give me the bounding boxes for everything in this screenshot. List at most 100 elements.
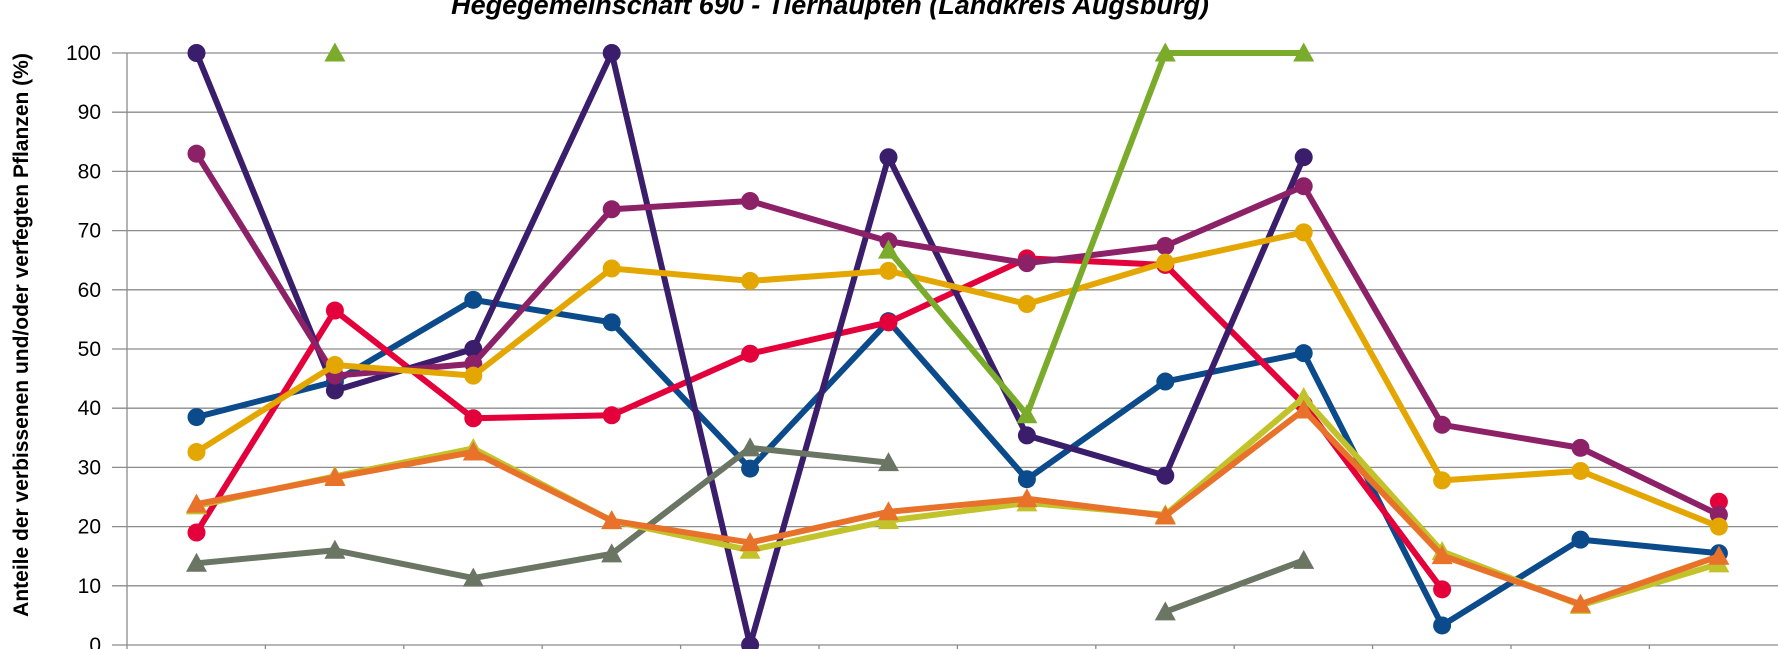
data-point: [187, 523, 206, 542]
data-point: [879, 148, 898, 167]
data-point: [1294, 148, 1313, 167]
series-line: [193, 150, 1722, 518]
data-point: [1154, 42, 1176, 62]
data-point: [324, 539, 346, 559]
data-point: [325, 355, 344, 374]
data-point: [1293, 387, 1315, 407]
y-tick-label: 40: [78, 397, 101, 420]
data-point: [1433, 415, 1452, 434]
data-point: [1017, 254, 1036, 273]
data-point: [1016, 488, 1038, 508]
y-tick-label: 50: [78, 338, 101, 361]
data-point: [186, 493, 207, 513]
data-point: [325, 301, 344, 320]
data-point: [1570, 593, 1591, 613]
data-point: [602, 44, 621, 62]
data-point: [1709, 517, 1728, 536]
data-point: [1156, 253, 1175, 272]
y-axis-label: Anteile der verbissenen und/oder verfegt…: [10, 53, 33, 617]
data-point: [187, 144, 206, 163]
data-point: [741, 459, 760, 478]
chart-title: Hegegemeinschaft 690 - Tierhaupten (Land…: [451, 0, 1209, 20]
series-5: [187, 223, 1728, 536]
data-point: [1156, 466, 1175, 485]
y-tick-label: 0: [89, 634, 101, 649]
series-4: [187, 144, 1728, 524]
data-point: [1293, 549, 1315, 569]
data-point: [325, 381, 344, 400]
data-point: [601, 510, 623, 530]
series-line: [885, 50, 1307, 418]
data-point: [1154, 601, 1176, 621]
data-point: [1433, 471, 1452, 490]
series-line: [193, 229, 1722, 530]
data-point: [1709, 492, 1728, 511]
data-point: [878, 239, 899, 259]
y-tick-label: 10: [78, 575, 101, 598]
data-point: [1294, 177, 1313, 196]
series-line: [193, 444, 892, 582]
y-tick-label: 20: [78, 516, 101, 539]
data-point: [187, 44, 206, 62]
data-point: [1017, 470, 1036, 489]
data-point: [462, 567, 484, 587]
data-point: [1571, 530, 1590, 549]
data-point: [878, 501, 899, 521]
data-point: [462, 441, 484, 461]
series-layer: [186, 42, 1730, 649]
data-point: [601, 543, 623, 563]
data-point: [741, 344, 760, 363]
series-9: [186, 399, 1730, 613]
gridlines: [112, 52, 1778, 649]
data-point: [464, 366, 483, 385]
data-point: [324, 42, 346, 62]
y-tick-label: 90: [78, 101, 101, 124]
data-point: [1017, 295, 1036, 314]
data-point: [1571, 438, 1590, 457]
y-tick-label: 60: [78, 279, 101, 302]
series-6: [324, 42, 1315, 424]
data-point: [1016, 404, 1038, 424]
data-point: [602, 259, 621, 278]
series-8: [186, 387, 1730, 614]
data-point: [878, 452, 899, 472]
data-point: [324, 466, 346, 486]
data-point: [1433, 580, 1452, 599]
series-line: [193, 296, 1722, 629]
series-1: [187, 290, 1728, 635]
series-line: [193, 406, 1722, 608]
data-point: [602, 313, 621, 332]
series-line: [1162, 557, 1307, 615]
y-tick-labels: 0 10 20 30 40 50 60 70 80 90 100: [66, 42, 101, 649]
series-line: [193, 255, 1446, 593]
data-point: [464, 409, 483, 428]
data-point: [186, 552, 207, 572]
data-point: [879, 261, 898, 280]
data-point: [739, 437, 761, 457]
data-point: [1294, 223, 1313, 242]
data-point: [464, 290, 483, 309]
series-3: [187, 44, 1313, 649]
data-point: [1017, 426, 1036, 445]
data-point: [741, 192, 760, 210]
data-point: [1293, 399, 1315, 419]
data-point: [187, 443, 206, 462]
data-point: [464, 340, 483, 358]
data-point: [1571, 461, 1590, 480]
data-point: [879, 313, 898, 332]
data-point: [1293, 42, 1315, 62]
y-tick-label: 80: [78, 160, 101, 183]
data-point: [741, 271, 760, 290]
data-point: [741, 636, 760, 649]
y-tick-label: 100: [66, 42, 101, 65]
data-point: [187, 408, 206, 427]
data-point: [1294, 344, 1313, 363]
data-point: [739, 532, 761, 552]
series-7: [186, 437, 1315, 621]
data-point: [1433, 616, 1452, 635]
data-point: [1156, 236, 1175, 255]
data-point: [602, 406, 621, 425]
y-tick-label: 70: [78, 220, 101, 243]
